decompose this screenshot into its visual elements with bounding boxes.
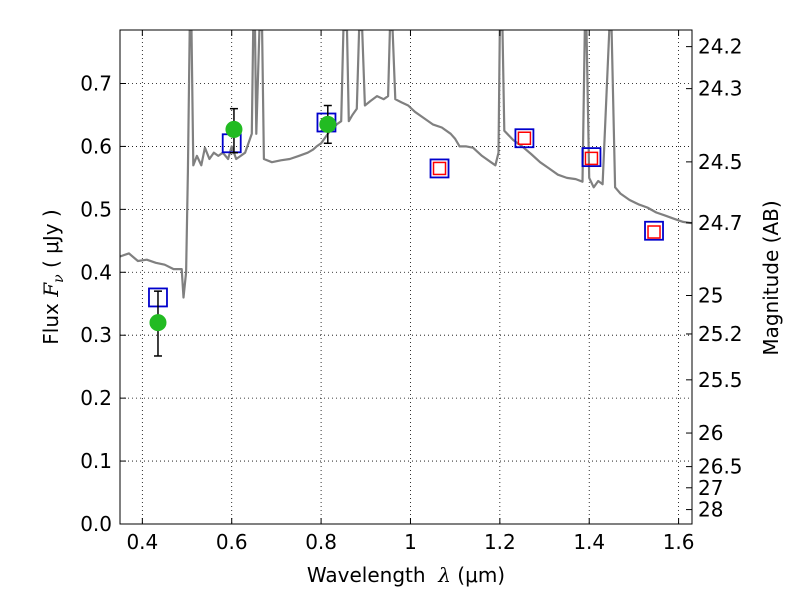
y2-tick-label: 24.3 xyxy=(698,77,743,101)
model-photometry-square xyxy=(514,128,535,149)
x-tick-label: 0.6 xyxy=(216,530,248,554)
x-tick-label: 0.8 xyxy=(305,530,337,554)
x-tick-label: 1 xyxy=(404,530,417,554)
y2-tick-label: 24.5 xyxy=(698,150,743,174)
catalog-photometry-square xyxy=(432,161,447,176)
catalog-photometry-square xyxy=(517,131,532,145)
y-tick-label: 0.6 xyxy=(80,134,112,158)
y-tick-label: 0.5 xyxy=(80,197,112,221)
model-photometry-square xyxy=(644,220,664,241)
y2-tick-label: 28 xyxy=(698,498,723,522)
x-tick-label: 0.4 xyxy=(126,530,158,554)
y-tick-label: 0.4 xyxy=(80,260,112,284)
y-tick-label: 0.1 xyxy=(80,449,112,473)
x-tick-label: 1.4 xyxy=(573,530,605,554)
y2-tick-label: 24.2 xyxy=(698,35,743,59)
ticks: 0.4 0.6 0.8 1 1.2 1.4 1.6 0.0 0.1 0.2 0.3 0.4 0.5 0.6… xyxy=(80,30,743,554)
observed-point xyxy=(149,314,167,332)
y-tick-label: 0.7 xyxy=(80,71,112,95)
observed-point xyxy=(319,115,337,133)
y2-tick-label: 25.5 xyxy=(698,368,743,392)
photometry-layer xyxy=(148,104,664,357)
y-tick-label: 0.3 xyxy=(80,323,112,347)
sed-model-line xyxy=(120,30,692,299)
y2-tick-label: 25.2 xyxy=(698,322,743,346)
y2-tick-label: 26 xyxy=(698,421,723,445)
y-tick-label: 0.2 xyxy=(80,386,112,410)
y-axis-label: Flux Fν ( μJy ) xyxy=(39,209,67,344)
y2-tick-label: 26.5 xyxy=(698,455,743,479)
x-tick-label: 1.6 xyxy=(663,530,695,554)
sed-model-layer xyxy=(120,30,692,299)
plot-frame xyxy=(119,29,693,525)
observed-point xyxy=(225,120,243,138)
y2-axis-label: Magnitude (AB) xyxy=(759,200,783,355)
model-photometry-square xyxy=(581,147,602,168)
catalog-photometry-square xyxy=(647,225,661,239)
y-tick-label: 0.0 xyxy=(80,512,112,536)
y2-tick-label: 24.7 xyxy=(698,211,743,235)
y2-tick-label: 25 xyxy=(698,284,723,308)
x-tick-label: 1.2 xyxy=(484,530,516,554)
model-photometry-square xyxy=(429,158,450,179)
x-axis-label: Wavelength λ (μm) xyxy=(307,563,505,587)
y2-tick-label: 27 xyxy=(698,476,723,500)
catalog-photometry-square xyxy=(584,151,599,166)
